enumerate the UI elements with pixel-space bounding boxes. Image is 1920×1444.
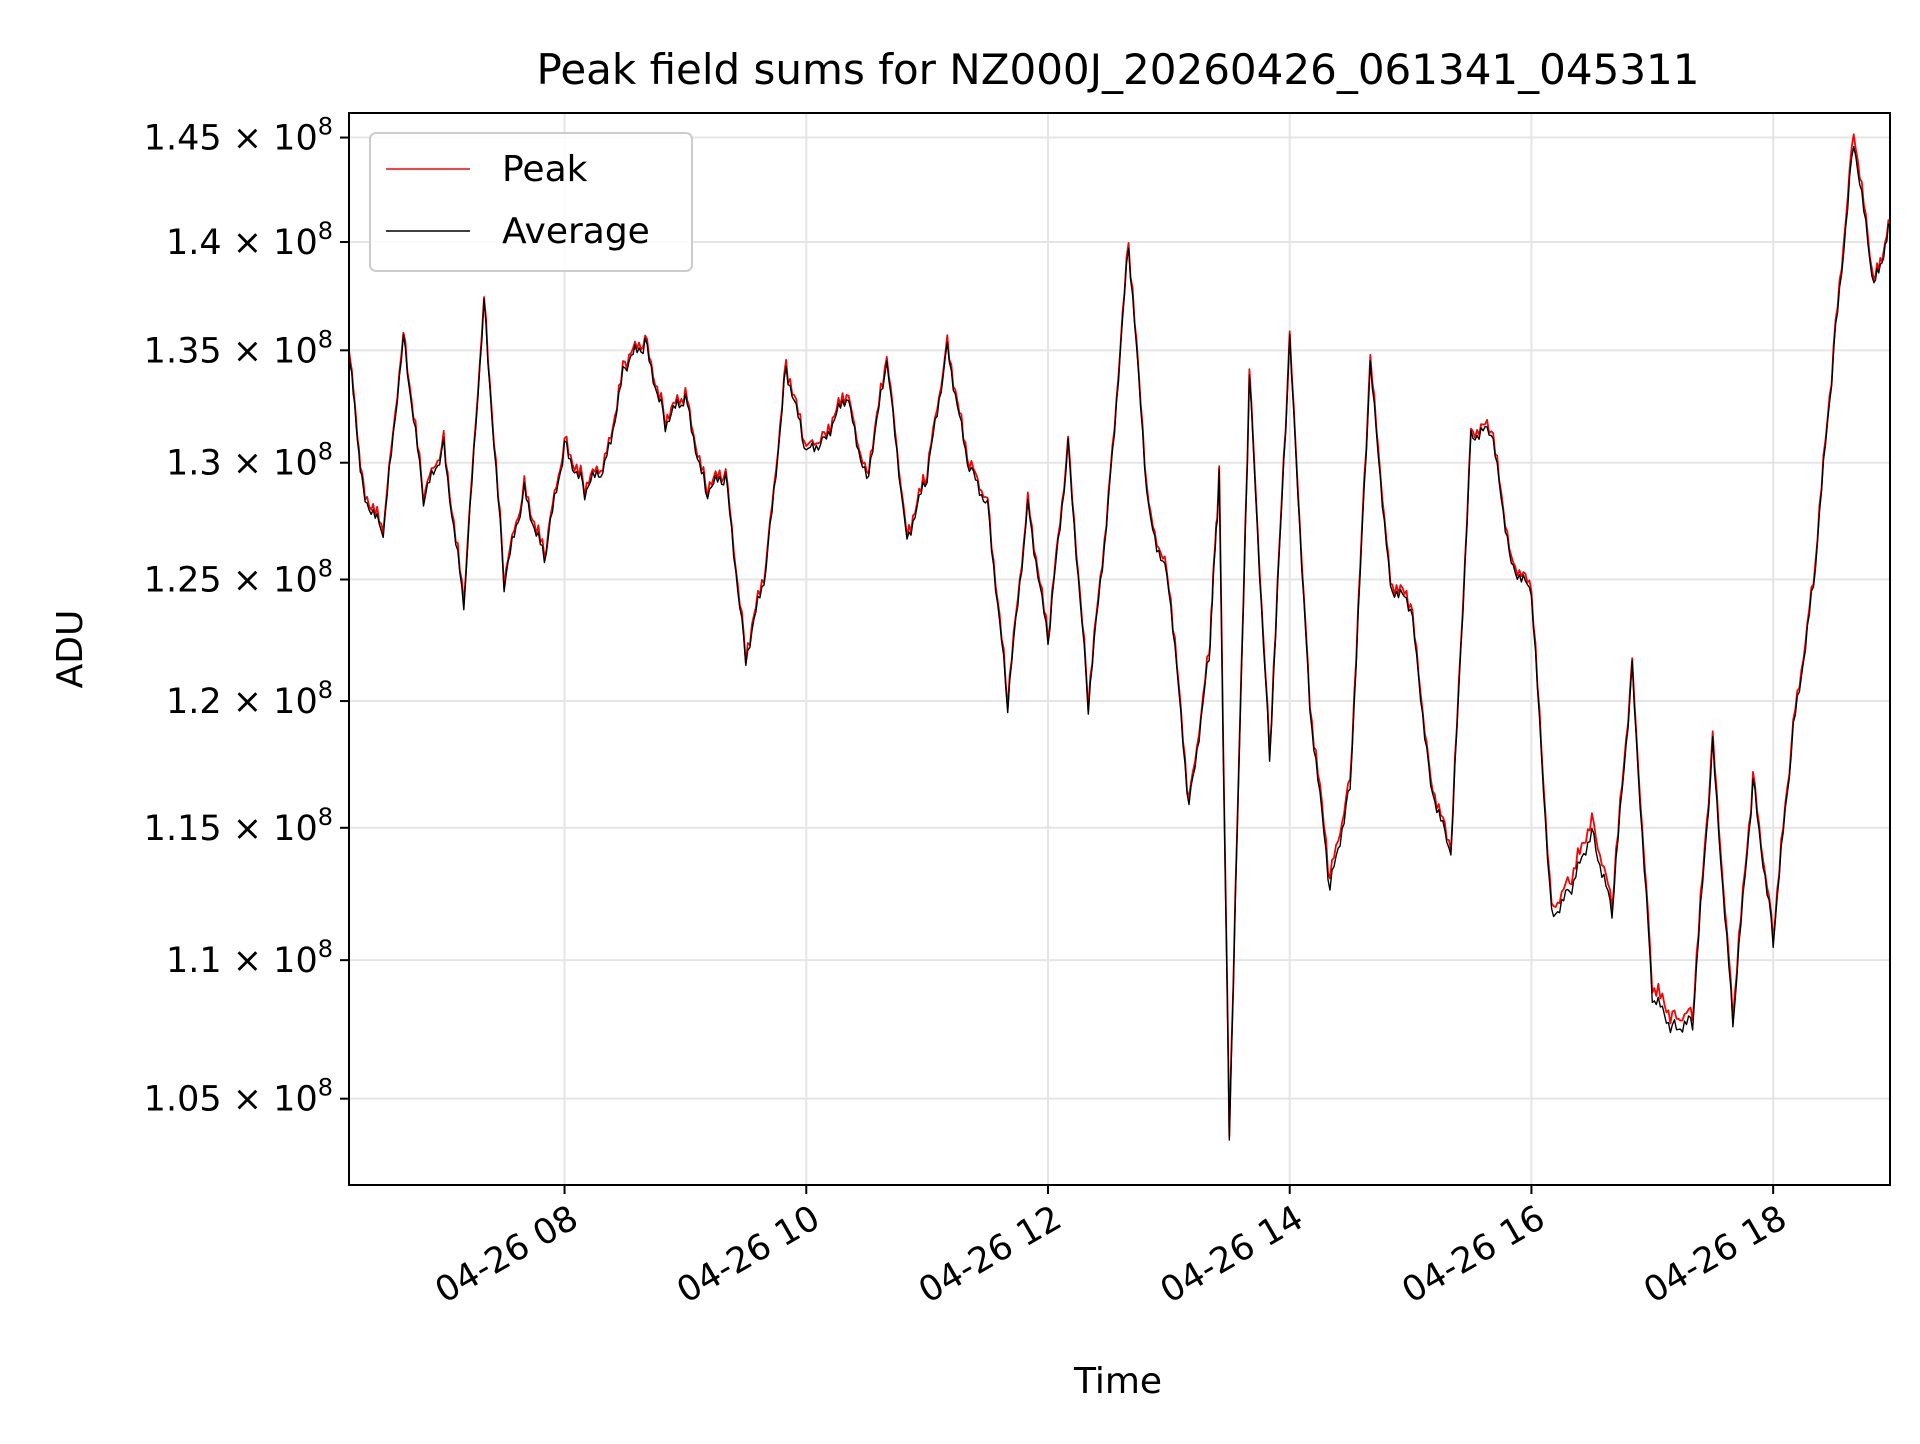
x-axis-label: Time (1073, 1361, 1162, 1402)
y-axis-label: ADU (50, 610, 91, 689)
chart-title: Peak field sums for NZ000J_20260426_0613… (537, 45, 1700, 94)
data-series (349, 133, 1890, 1141)
y-tick-label: 1.25 × 108 (144, 555, 333, 601)
legend-label-peak: Peak (502, 149, 588, 190)
legend-box (369, 132, 693, 272)
y-tick-label: 1.05 × 108 (144, 1074, 333, 1120)
y-tick-label: 1.3 × 108 (166, 438, 333, 484)
legend: Peak Average (369, 132, 693, 272)
y-tick-label: 1.45 × 108 (144, 113, 333, 159)
y-tick-label: 1.35 × 108 (144, 325, 333, 371)
series-line-average (349, 145, 1890, 1141)
y-tick-label: 1.2 × 108 (166, 676, 333, 722)
y-tick-label: 1.15 × 108 (144, 803, 333, 849)
grid-lines (349, 113, 1890, 1185)
legend-label-average: Average (502, 211, 650, 252)
plot-area-frame (348, 112, 1891, 1186)
series-line-peak (349, 133, 1890, 1138)
y-tick-label: 1.1 × 108 (166, 935, 333, 981)
y-tick-label: 1.4 × 108 (166, 217, 333, 263)
